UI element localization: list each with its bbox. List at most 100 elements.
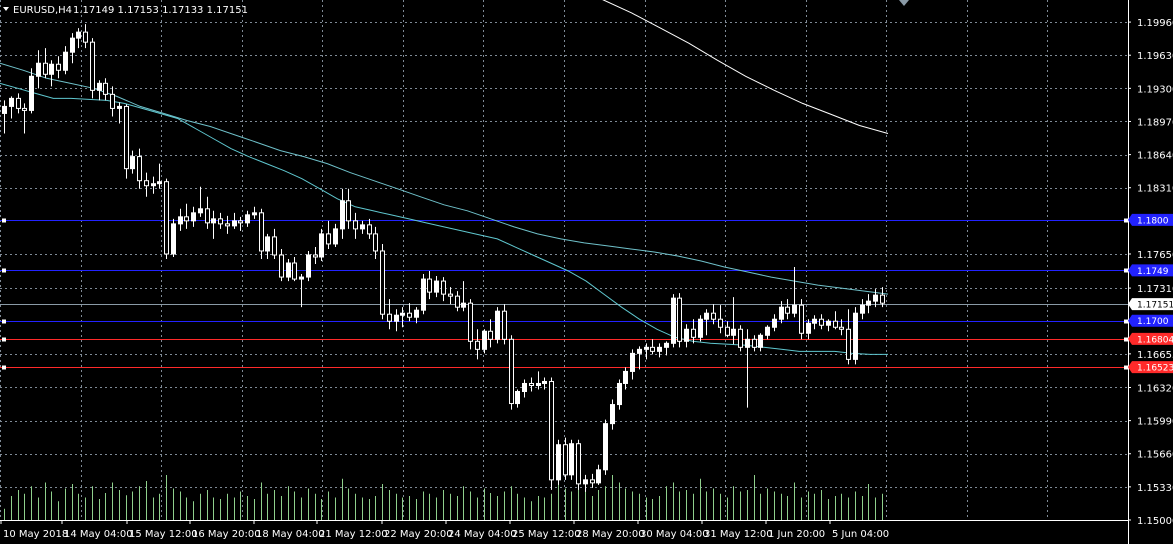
candle-bull [265,236,270,252]
time-tick-label: 5 Jun 04:00 [832,529,889,540]
candle-bear [407,312,412,318]
time-tick-label: 28 May 20:00 [576,529,645,540]
price-axis[interactable]: 1.19960 1.19630 1.19300 1.18970 1.18640 1.183… [1128,18,1173,527]
candle-bear [725,326,730,336]
candle-bear [880,294,885,304]
candle-bull [306,254,311,278]
price-tick-label: 1.15000 [1137,516,1173,527]
line-handle-right[interactable] [1124,218,1128,223]
candle-bull [644,346,649,350]
candle-bull [421,278,426,311]
line-handle-left[interactable] [2,365,6,370]
candle-bull [151,183,156,187]
price-tick-label: 1.15330 [1137,483,1173,494]
candle-bear [346,200,351,222]
candle-bull [333,228,338,245]
line-handle-left[interactable] [2,218,6,223]
candle-bear [752,338,757,348]
price-tick-label: 1.15660 [1137,450,1173,461]
line-handle-left[interactable] [2,268,6,273]
candle-bear [738,328,743,348]
candle-bull [698,318,703,338]
candle-bull [853,312,858,360]
candle-bear [272,236,277,256]
time-tick-label: 1 Jun 20:00 [768,529,825,540]
candle-bull [191,212,196,222]
line-handle-right[interactable] [1124,337,1128,342]
current-price-tag: 1.17151 [1137,301,1173,311]
time-tick-label: 10 May 2018 [3,529,68,540]
candle-bear [475,340,480,350]
candlesticks [2,24,885,492]
candle-bear [718,318,723,328]
candle-bear [502,310,507,340]
candle-bull [826,320,831,326]
line-handle-right[interactable] [1124,319,1128,324]
candle-bear [846,328,851,360]
candle-bull [299,276,304,280]
candle-bear [650,346,655,352]
candle-bull [130,156,135,170]
candle-bear [218,218,223,225]
candle-bull [29,75,34,111]
candle-bull [623,370,628,384]
line-handle-right[interactable] [1124,365,1128,370]
blue-price-tag-bg [1128,264,1173,277]
candle-bear [509,338,514,405]
candle-bear [83,31,88,43]
candle-bull [400,312,405,316]
candle-bull [36,62,41,77]
candle-bear [455,295,460,308]
candle-bull [360,224,365,230]
time-tick-label: 30 May 04:00 [640,529,709,540]
candle-bull [76,31,81,39]
price-tick-label: 1.18970 [1137,117,1173,128]
symbol-label: EURUSD,H4 [13,5,72,16]
volume-histogram [4,475,883,520]
time-tick-label: 21 May 12:00 [319,529,388,540]
candle-bear [367,224,372,235]
candle-bull [731,328,736,336]
current-price-tag-bg [1128,298,1173,311]
chart-grid [0,0,1129,521]
candle-bull [772,318,777,328]
candle-bull [596,469,601,484]
line-handle-left[interactable] [2,319,6,324]
candle-bear [124,105,129,170]
time-tick-label: 31 May 12:00 [704,529,773,540]
candle-bear [427,278,432,293]
price-tick-label: 1.16655 [1137,350,1173,361]
candle-bull [765,326,770,336]
candle-bull [434,280,439,293]
price-tick-label: 1.16320 [1137,383,1173,394]
candle-bear [549,380,554,481]
ohlc-readout: 1.17149 1.17153 1.17133 1.17151 [73,5,248,16]
candle-bull [671,297,676,344]
candle-bull [245,214,250,224]
price-tick-label: 1.19960 [1137,18,1173,29]
price-tags: 1.1800 1.1749 1.1700 1.16804 1.16523 1.17151 [1128,213,1173,374]
time-tick-label: 25 May 12:00 [512,529,581,540]
candle-bear [373,233,378,252]
candle-bull [704,312,709,320]
candle-bear [225,223,230,227]
line-handle-left[interactable] [2,337,6,342]
candle-bear [353,220,358,230]
candle-bull [556,444,561,481]
price-tick-label: 1.18310 [1137,184,1173,195]
line-handle-right[interactable] [1124,268,1128,273]
red-price-tag-bg [1128,361,1173,374]
candle-bull [630,352,635,372]
candle-bear [799,304,804,334]
triangle-down-icon[interactable] [3,7,9,11]
candle-bull [495,310,500,340]
candle-bull [319,233,324,258]
candle-bull [522,382,527,393]
candle-bull [482,330,487,350]
chart-shift-marker[interactable] [899,0,909,6]
candle-bear [387,313,392,322]
candle-bull [758,334,763,348]
candle-bull [157,181,162,185]
